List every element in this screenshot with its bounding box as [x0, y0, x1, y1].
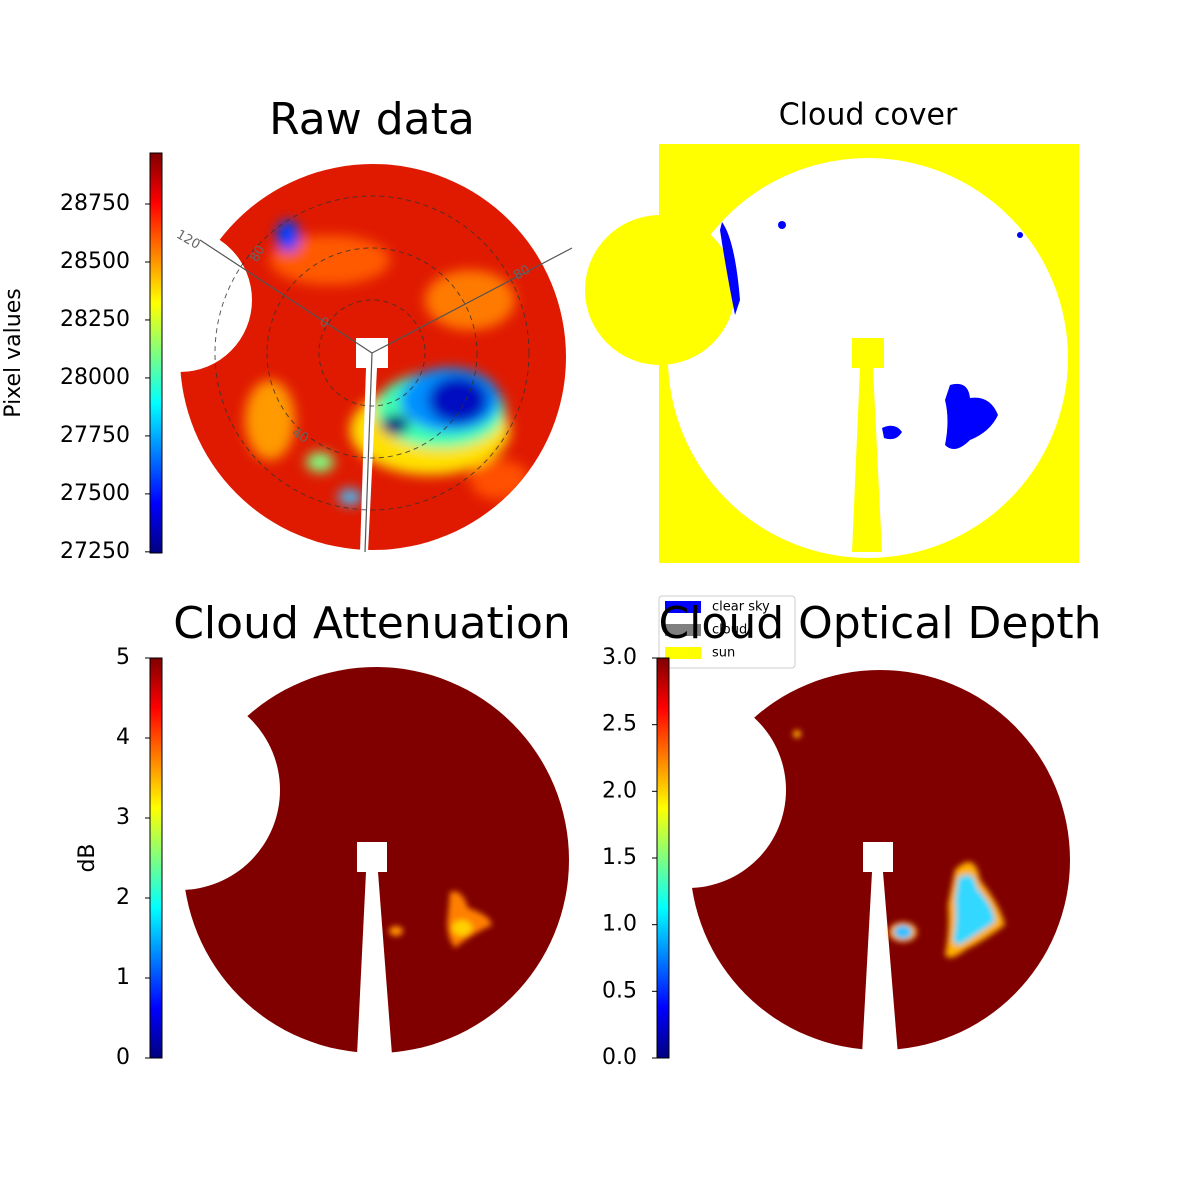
colorbar-tick-label: 0.0 — [602, 1045, 637, 1070]
colorbar — [149, 657, 163, 1059]
colorbar-tick-label: 28250 — [60, 307, 130, 332]
colorbar-tick-label: 28500 — [60, 249, 130, 274]
optical-depth-image — [590, 670, 1070, 1055]
legend-swatch — [665, 601, 701, 613]
colorbar-label: Pixel values — [1, 288, 26, 417]
panel-title: Raw data — [269, 94, 475, 145]
colorbar-tick-label: 27250 — [60, 539, 130, 564]
colorbar — [149, 152, 163, 554]
colorbar-tick-label: 27750 — [60, 423, 130, 448]
colorbar-label: dB — [75, 843, 100, 872]
colorbar-tick-label: 28750 — [60, 191, 130, 216]
attenuation-image — [80, 667, 569, 1055]
legend-label: cloud — [712, 623, 747, 638]
legend-label: sun — [712, 646, 735, 661]
colorbar-tick-label: 3.0 — [602, 645, 637, 670]
legend-label: clear sky — [712, 600, 770, 615]
raw-image — [108, 164, 573, 553]
colorbar — [656, 657, 670, 1059]
colorbar-tick-label: 28000 — [60, 365, 130, 390]
legend-swatch — [665, 624, 701, 636]
panel-title: Cloud Attenuation — [173, 598, 571, 649]
colorbar-tick-label: 1.0 — [602, 912, 637, 937]
colorbar-tick-label: 1 — [116, 965, 130, 990]
colorbar-tick-label: 2.5 — [602, 712, 637, 737]
colorbar-tick-label: 2.0 — [602, 778, 637, 803]
colorbar-tick-label: 0 — [116, 1045, 130, 1070]
cloud-cover-image — [585, 144, 1079, 563]
polar-label: 80 — [247, 243, 268, 265]
colorbar-tick-label: 3 — [116, 805, 130, 830]
colorbar-tick-label: 2 — [116, 885, 130, 910]
colorbar-tick-label: 5 — [116, 645, 130, 670]
polar-label: 80 — [511, 262, 533, 283]
legend-swatch — [665, 647, 701, 659]
colorbar-tick-label: 27500 — [60, 481, 130, 506]
colorbar-tick-label: 1.5 — [602, 845, 637, 870]
polar-label: 40 — [289, 425, 311, 446]
colorbar-tick-label: 0.5 — [602, 978, 637, 1003]
panel-title: Cloud Optical Depth — [658, 598, 1101, 649]
panel-title: Cloud cover — [779, 98, 958, 133]
colorbar-tick-label: 4 — [116, 725, 130, 750]
